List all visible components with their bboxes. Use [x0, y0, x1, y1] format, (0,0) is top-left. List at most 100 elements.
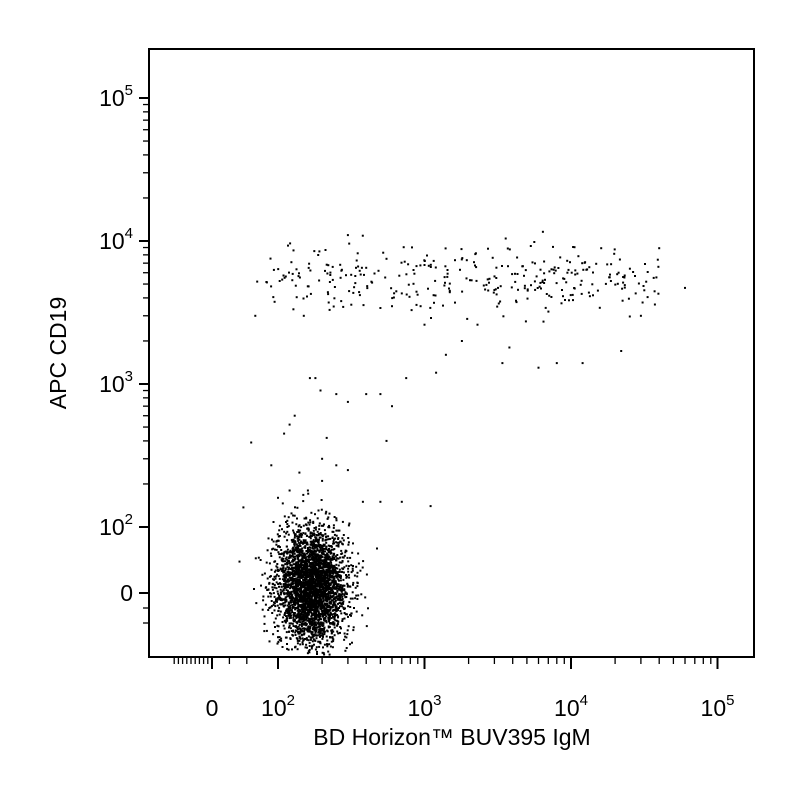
- data-point: [622, 281, 625, 284]
- data-point: [327, 604, 330, 607]
- data-point: [269, 257, 272, 260]
- data-point: [271, 538, 273, 541]
- data-point: [315, 592, 318, 595]
- data-point: [296, 550, 298, 553]
- data-point: [310, 542, 313, 545]
- data-point: [334, 567, 337, 569]
- data-point: [319, 577, 322, 580]
- data-point: [315, 617, 318, 620]
- data-point: [287, 601, 290, 604]
- data-point: [287, 533, 290, 536]
- data-point: [552, 245, 554, 248]
- data-point: [304, 610, 306, 613]
- data-point: [385, 439, 388, 442]
- data-point: [309, 521, 312, 524]
- data-point: [296, 609, 299, 612]
- data-point: [344, 613, 347, 616]
- data-point: [493, 275, 496, 278]
- data-point: [254, 314, 257, 317]
- data-point: [313, 599, 316, 601]
- data-point: [285, 636, 288, 639]
- data-point: [315, 588, 318, 591]
- data-point: [311, 617, 314, 620]
- data-point: [297, 571, 300, 574]
- data-point: [315, 526, 318, 529]
- data-point: [316, 634, 319, 637]
- data-point: [298, 564, 301, 567]
- data-point: [305, 560, 308, 563]
- data-point: [460, 248, 463, 251]
- data-point: [305, 563, 308, 566]
- data-point: [307, 606, 310, 609]
- data-point: [429, 266, 432, 268]
- data-point: [322, 552, 325, 555]
- data-point: [307, 529, 310, 532]
- data-point: [412, 269, 415, 271]
- data-point: [320, 554, 323, 557]
- data-point: [287, 591, 290, 594]
- data-point: [338, 585, 341, 588]
- data-point: [296, 561, 299, 564]
- data-point: [321, 637, 324, 640]
- data-point: [316, 575, 319, 578]
- data-point: [316, 517, 319, 520]
- data-point: [322, 652, 325, 655]
- data-point: [459, 268, 461, 271]
- data-point: [316, 608, 319, 611]
- data-point: [293, 612, 296, 614]
- data-point: [353, 607, 355, 609]
- data-point: [272, 583, 275, 586]
- data-point: [306, 571, 309, 574]
- data-point: [287, 630, 290, 633]
- data-point: [349, 643, 351, 646]
- data-point: [329, 578, 332, 581]
- data-point: [320, 508, 323, 511]
- data-point: [354, 586, 357, 589]
- data-point: [326, 592, 329, 595]
- data-point: [317, 581, 320, 584]
- data-point: [474, 252, 477, 255]
- data-point: [340, 570, 343, 573]
- data-point: [291, 611, 294, 613]
- data-point: [306, 646, 308, 649]
- data-point: [285, 600, 288, 603]
- data-point: [274, 577, 277, 580]
- data-point: [293, 578, 296, 581]
- data-point: [296, 531, 299, 533]
- data-point: [308, 641, 311, 644]
- data-point: [301, 542, 304, 545]
- data-point: [286, 580, 289, 583]
- data-point: [515, 299, 517, 302]
- data-point: [289, 627, 292, 630]
- data-point: [283, 627, 286, 630]
- data-point: [299, 610, 302, 613]
- data-point: [328, 548, 330, 550]
- data-point: [329, 608, 332, 610]
- data-point: [329, 592, 332, 595]
- data-point: [283, 535, 286, 538]
- data-point: [307, 528, 310, 531]
- data-point: [326, 643, 328, 646]
- data-point: [365, 266, 368, 269]
- data-point: [298, 551, 301, 554]
- data-point: [310, 596, 313, 599]
- data-point: [346, 633, 349, 636]
- data-point: [326, 611, 329, 614]
- data-point: [316, 594, 319, 597]
- data-point: [332, 578, 335, 581]
- data-point: [281, 578, 284, 581]
- data-point: [318, 536, 321, 539]
- data-point: [302, 611, 305, 614]
- data-point: [289, 592, 292, 595]
- data-point: [317, 615, 320, 618]
- data-point: [299, 628, 302, 631]
- data-point: [313, 572, 316, 575]
- data-point: [276, 573, 279, 576]
- data-point: [461, 257, 464, 260]
- data-point: [295, 597, 298, 600]
- data-point: [276, 563, 279, 565]
- data-point: [289, 599, 292, 602]
- data-point: [313, 250, 316, 253]
- data-point: [312, 556, 315, 559]
- data-point: [304, 579, 307, 582]
